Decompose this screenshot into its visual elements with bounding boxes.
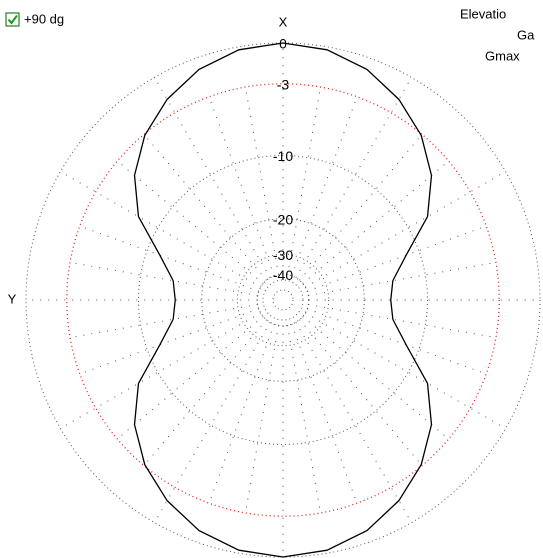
checkbox[interactable]	[5, 12, 20, 27]
spoke	[302, 316, 449, 440]
spoke	[79, 225, 260, 292]
spoke	[299, 134, 423, 281]
spoke	[308, 303, 497, 339]
x-axis-label: X	[279, 14, 288, 29]
spoke	[299, 319, 423, 466]
r-tick-label: -40	[273, 267, 293, 283]
spoke	[208, 96, 275, 277]
spoke	[306, 308, 487, 375]
grid-ring	[66, 83, 500, 517]
r-tick-label: -20	[273, 211, 293, 227]
spoke	[308, 261, 497, 297]
spoke	[69, 261, 258, 297]
spoke	[244, 325, 280, 514]
info-line: Ga	[517, 27, 535, 42]
grid-ring	[236, 253, 330, 347]
r-tick-label: -3	[277, 76, 290, 92]
spoke	[69, 303, 258, 339]
grid-ring	[137, 154, 429, 446]
spoke	[286, 325, 322, 514]
spoke	[60, 171, 261, 288]
spoke	[79, 308, 260, 375]
y-axis-label: Y	[8, 291, 17, 306]
spoke	[60, 312, 261, 429]
checkmark	[7, 14, 18, 25]
spoke	[302, 160, 449, 284]
inner-ring	[272, 289, 294, 311]
spoke	[291, 96, 358, 277]
spoke	[154, 77, 271, 278]
spoke	[143, 134, 267, 281]
grid-ring	[201, 218, 365, 382]
info-line: Elevatio	[460, 6, 506, 21]
spoke	[208, 323, 275, 504]
spoke	[117, 160, 264, 284]
spoke	[117, 316, 264, 440]
grid-ring	[25, 42, 541, 558]
grid-ring	[256, 273, 310, 327]
r-tick-label: 0	[279, 36, 287, 52]
spoke	[295, 322, 412, 523]
spoke	[305, 171, 506, 288]
checkbox-label[interactable]: +90 dg	[24, 11, 64, 26]
spoke	[154, 322, 271, 523]
spoke	[306, 225, 487, 292]
spoke	[305, 312, 506, 429]
pattern-curve	[133, 42, 433, 558]
spoke	[291, 323, 358, 504]
r-tick-label: -30	[273, 247, 293, 263]
inner-ring	[262, 279, 304, 321]
info-line: Gmax	[485, 48, 520, 63]
spoke	[143, 319, 267, 466]
spoke	[295, 77, 412, 278]
r-tick-label: -10	[273, 148, 293, 164]
